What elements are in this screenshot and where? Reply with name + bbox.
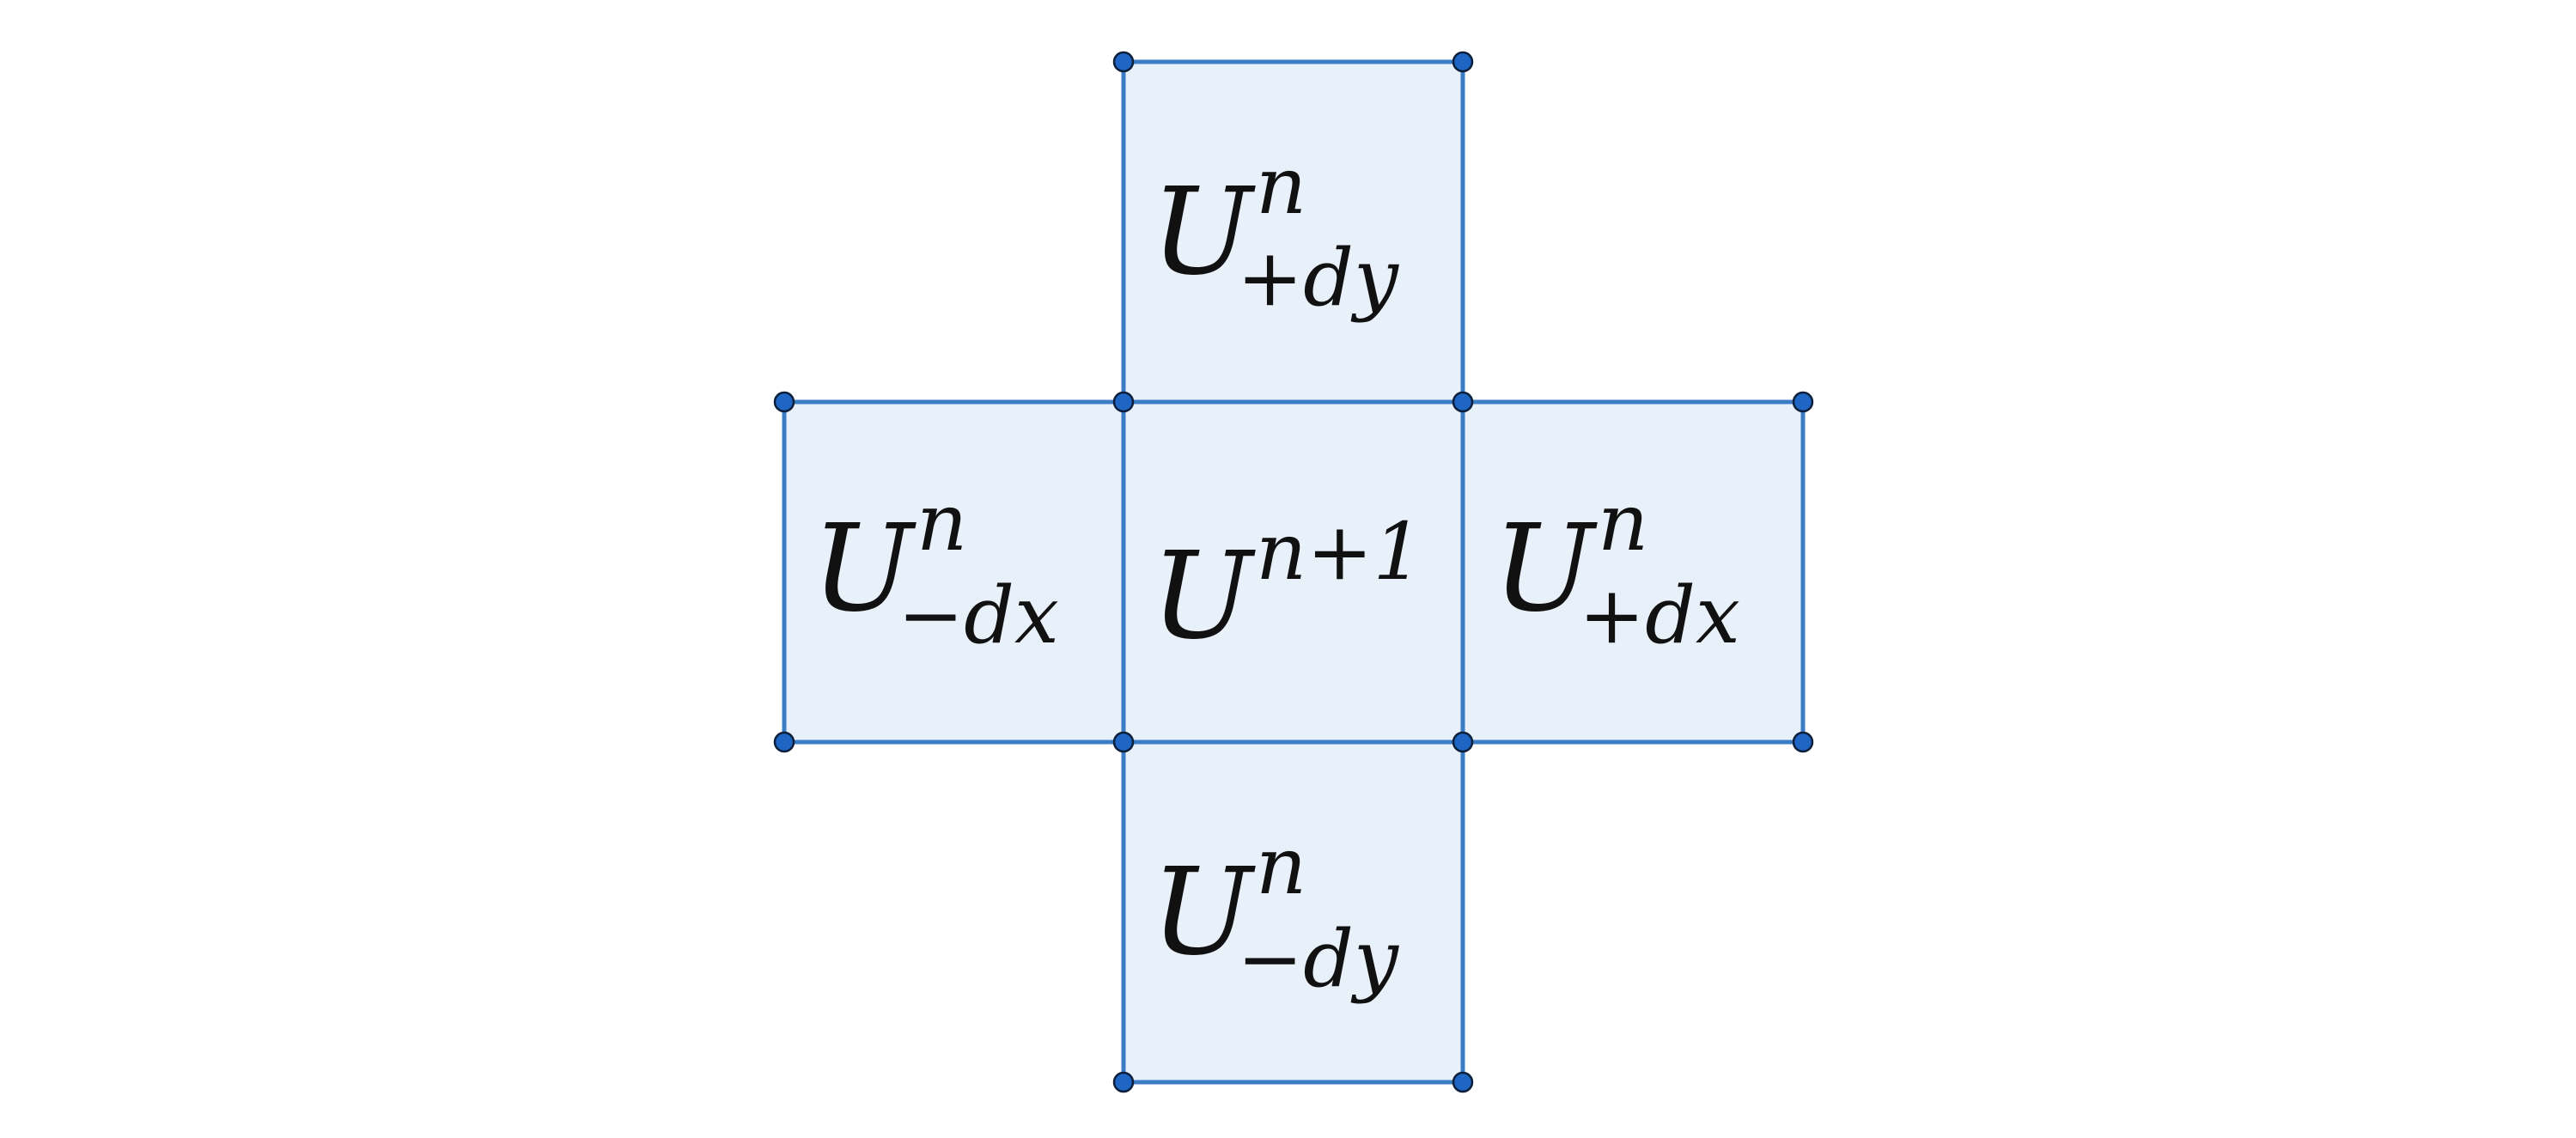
cell-center-sup: n+1 bbox=[1256, 506, 1423, 598]
cell-left-label: Un −dx bbox=[812, 477, 1059, 661]
cell-top-sup: n bbox=[1256, 140, 1306, 232]
cell-right-label: Un +dx bbox=[1493, 477, 1740, 661]
cell-center-base: U bbox=[1151, 526, 1256, 666]
vertex-row3-right bbox=[1792, 731, 1814, 753]
vertex-row2-right bbox=[1792, 391, 1814, 413]
cell-left-rect bbox=[782, 399, 1126, 745]
vertex-top-right-outer bbox=[1452, 51, 1474, 73]
vertex-row3-inner-right bbox=[1452, 731, 1474, 753]
cell-labels: Un +dy Un −dx Un+1 Un +dx Un −dy bbox=[812, 140, 1740, 1005]
cell-left-sup: n bbox=[917, 477, 967, 569]
cell-right-sub: +dx bbox=[1579, 569, 1740, 661]
vertex-row3-inner-left bbox=[1112, 731, 1135, 753]
vertex-top-left-outer bbox=[1112, 51, 1135, 73]
cell-bottom-rect bbox=[1121, 739, 1465, 1085]
cell-left-sub: −dx bbox=[898, 569, 1059, 661]
cell-top-sub: +dy bbox=[1237, 232, 1399, 324]
grid-vertices bbox=[773, 51, 1814, 1093]
cell-top-label: Un +dy bbox=[1151, 140, 1399, 324]
vertex-bottom-left-outer bbox=[1112, 1071, 1135, 1093]
vertex-row2-inner-right bbox=[1452, 391, 1474, 413]
cell-left-base: U bbox=[812, 499, 917, 639]
cell-bottom-sup: n bbox=[1256, 820, 1306, 912]
vertex-row2-left bbox=[773, 391, 795, 413]
cell-center-label: Un+1 bbox=[1151, 506, 1423, 666]
cell-right-rect bbox=[1460, 399, 1806, 745]
cell-right-sup: n bbox=[1598, 477, 1648, 569]
cell-top-base: U bbox=[1151, 162, 1256, 302]
cell-bottom-sub: −dy bbox=[1237, 913, 1399, 1005]
cell-bottom-base: U bbox=[1151, 843, 1256, 983]
vertex-row3-left bbox=[773, 731, 795, 753]
vertex-row2-inner-left bbox=[1112, 391, 1135, 413]
cell-center-rect bbox=[1121, 399, 1465, 745]
cell-bottom-label: Un −dy bbox=[1151, 820, 1399, 1005]
cell-top-rect bbox=[1121, 59, 1465, 405]
cell-right-base: U bbox=[1493, 499, 1598, 639]
cell-rectangles bbox=[782, 59, 1806, 1085]
vertex-bottom-right-outer bbox=[1452, 1071, 1474, 1093]
